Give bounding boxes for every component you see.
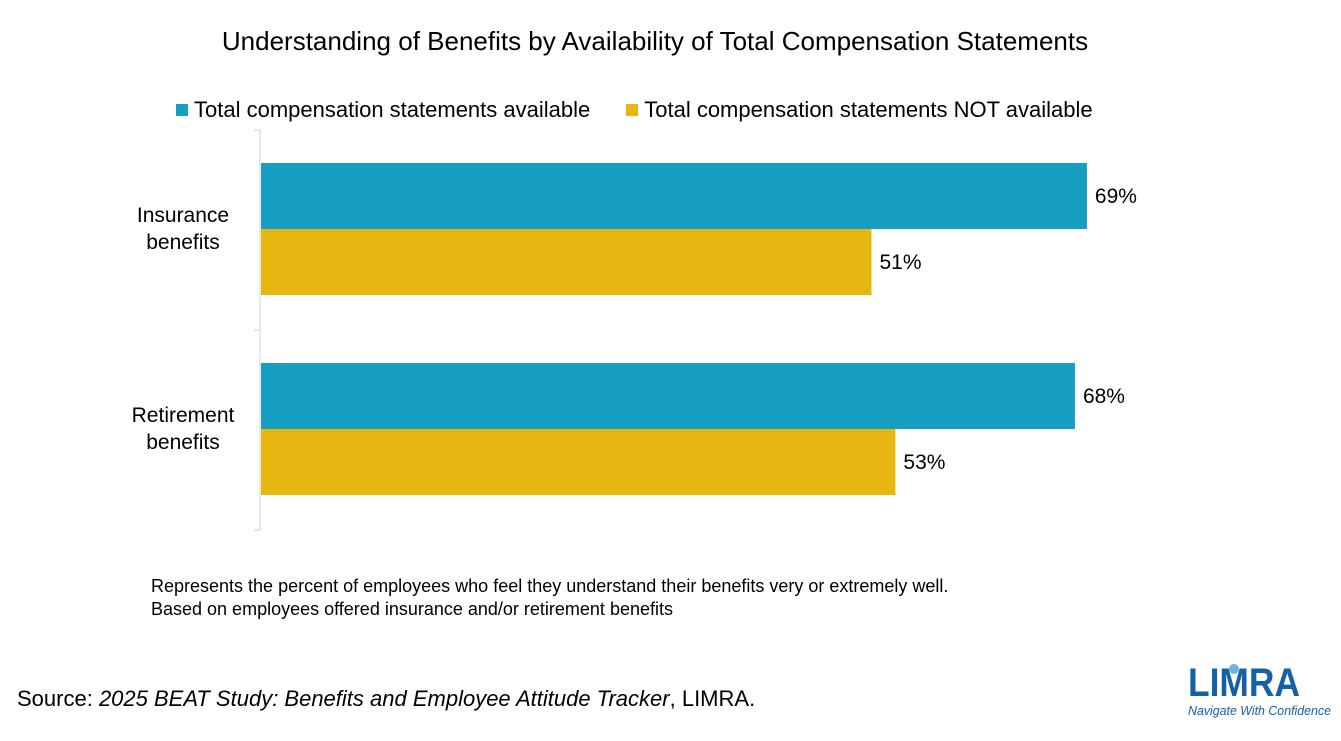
legend-swatch-available	[176, 104, 188, 116]
data-label: 51%	[879, 251, 921, 274]
source-study-title: 2025 BEAT Study: Benefits and Employee A…	[98, 686, 670, 711]
bar	[261, 429, 896, 495]
category-label: Retirement benefits	[132, 404, 235, 454]
data-label: 53%	[903, 451, 945, 474]
category-label-line: Insurance	[137, 204, 229, 227]
legend-label-available: Total compensation statements available	[194, 97, 591, 122]
logo-tagline: Navigate With Confidence	[1188, 704, 1331, 718]
logo-globe-icon	[1229, 664, 1239, 674]
legend-swatch-not-available	[626, 104, 639, 116]
legend-item-available: Total compensation statements available	[176, 97, 590, 123]
limra-logo: LIMRA Navigate With Confidence	[1188, 661, 1331, 718]
chart-title: Understanding of Benefits by Availabilit…	[221, 26, 1089, 56]
source-prefix: Source:	[17, 686, 99, 711]
bar-chart: Insurance benefits 69% 51% Retirement benefit…	[132, 129, 1137, 531]
bar	[261, 363, 1075, 429]
note-line-1: Represents the percent of employees who …	[151, 576, 949, 596]
category-label: Insurance benefits	[137, 204, 229, 254]
chart-note: Represents the percent of employees who …	[151, 575, 948, 621]
category-label-line: benefits	[146, 431, 220, 454]
data-label: 68%	[1083, 385, 1125, 408]
legend-item-not-available: Total compensation statements NOT availa…	[626, 97, 1093, 123]
category-label-line: benefits	[146, 231, 220, 254]
category-label-line: Retirement	[132, 404, 235, 427]
data-label: 69%	[1095, 185, 1137, 208]
source-citation: Source: 2025 BEAT Study: Benefits and Em…	[17, 686, 755, 712]
source-suffix: , LIMRA.	[669, 686, 756, 711]
bar	[261, 163, 1087, 229]
bar	[261, 229, 872, 295]
logo-wordmark: LIMRA	[1188, 661, 1300, 705]
legend-label-not-available: Total compensation statements NOT availa…	[644, 97, 1093, 122]
chart-legend: Total compensation statements available …	[176, 97, 1129, 123]
note-line-2: Based on employees offered insurance and…	[151, 599, 673, 619]
